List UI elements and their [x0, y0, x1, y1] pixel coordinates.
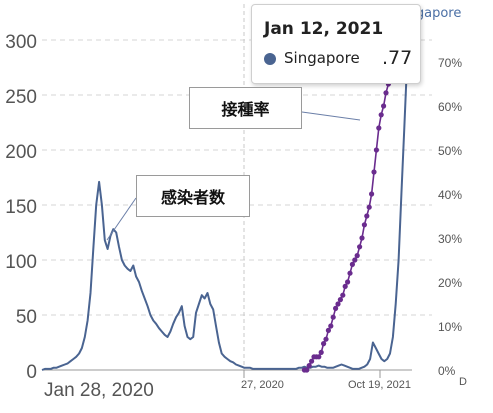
series-point-vaccination: [309, 358, 315, 364]
y-tick-label: 250: [5, 87, 37, 108]
right-y-tick-label: 20%: [438, 276, 462, 290]
x-tick-label: Jan 28, 2020: [44, 380, 154, 401]
right-y-tick-label: 50%: [438, 144, 462, 158]
y-tick-label: 0: [26, 362, 37, 383]
series-point-vaccination: [378, 112, 384, 118]
series-point-vaccination: [306, 363, 312, 369]
right-y-tick-label: 10%: [438, 320, 462, 334]
series-point-vaccination: [337, 297, 343, 303]
hover-tooltip: Jan 12, 2021 Singapore .77: [251, 4, 421, 84]
series-point-vaccination: [373, 147, 379, 153]
right-y-tick-label: 60%: [438, 100, 462, 114]
series-point-vaccination: [342, 283, 348, 289]
series-point-vaccination: [335, 301, 341, 307]
tooltip-series-dot: [264, 53, 276, 65]
series-point-vaccination: [381, 103, 387, 109]
y-tick-label: 300: [5, 32, 37, 53]
series-point-vaccination: [328, 323, 334, 329]
series-point-vaccination: [357, 244, 363, 250]
series-point-vaccination: [366, 204, 372, 210]
series-point-vaccination: [361, 222, 367, 228]
series-point-vaccination: [345, 279, 351, 285]
right-y-tick-label: 70%: [438, 56, 462, 70]
y-tick-label: 200: [5, 142, 37, 163]
x-tick-label: 27, 2020: [241, 379, 284, 391]
series-point-vaccination: [359, 235, 365, 241]
series-point-vaccination: [383, 90, 389, 96]
right-y-tick-label: 0%: [438, 364, 456, 378]
tooltip-value: .77: [382, 47, 413, 69]
series-point-vaccination: [352, 257, 358, 263]
series-point-vaccination: [349, 261, 355, 267]
right-y-tick-label: 40%: [438, 188, 462, 202]
series-point-vaccination: [376, 125, 382, 131]
series-point-vaccination: [371, 169, 377, 175]
callout-leader-rate: [301, 111, 361, 121]
series-point-vaccination: [325, 327, 331, 333]
x-tick-label: D: [459, 376, 467, 388]
series-point-vaccination: [323, 336, 329, 342]
tooltip-date: Jan 12, 2021: [264, 19, 384, 39]
callout-vaccination-rate: 接種率: [189, 87, 302, 129]
series-line-cases: [41, 17, 411, 371]
series-point-vaccination: [321, 341, 327, 347]
series-point-vaccination: [330, 314, 336, 320]
series-point-vaccination: [369, 191, 375, 197]
y-tick-label: 100: [5, 252, 37, 273]
tooltip-series-name: Singapore: [284, 49, 360, 67]
series-point-vaccination: [304, 367, 310, 373]
series-point-vaccination: [354, 253, 360, 259]
series-point-vaccination: [318, 349, 324, 355]
series-point-vaccination: [347, 270, 353, 276]
x-tick-label: Oct 19, 2021: [348, 379, 411, 391]
series-point-vaccination: [316, 354, 322, 360]
y-tick-label: 150: [5, 197, 37, 218]
callout-leader-cases: [106, 197, 137, 241]
series-point-vaccination: [364, 213, 370, 219]
right-y-tick-label: 30%: [438, 232, 462, 246]
series-point-vaccination: [333, 305, 339, 311]
y-tick-label: 50: [16, 307, 37, 328]
callout-cases: 感染者数: [136, 175, 250, 217]
series-point-vaccination: [340, 292, 346, 298]
